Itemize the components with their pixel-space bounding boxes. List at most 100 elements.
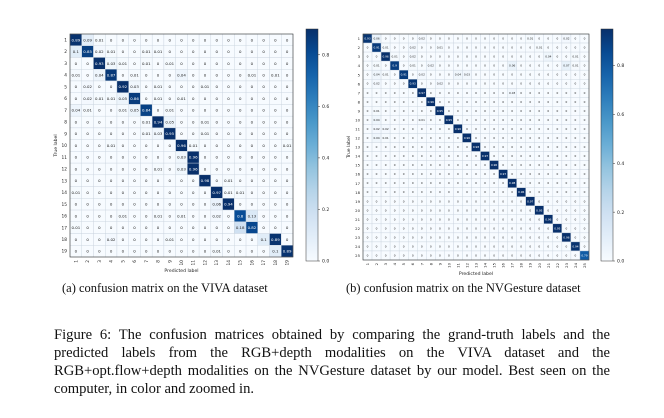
cell-value: 0: [421, 64, 423, 68]
cell-value: 0: [180, 119, 183, 124]
cell-value: 0: [286, 61, 289, 66]
cell-value: 0: [251, 49, 254, 54]
cell-value: 0: [475, 217, 477, 221]
cell-value: 0: [584, 91, 586, 95]
cell-value: 0: [475, 235, 477, 239]
cell-value: 0.04: [95, 72, 104, 77]
cell-value: 0: [110, 190, 113, 195]
cell-value: 0: [215, 155, 218, 160]
cell-value: 0.01: [72, 190, 81, 195]
cell-value: 0: [169, 155, 172, 160]
y-tick-label: 17: [62, 225, 68, 231]
y-tick-label: 15: [355, 163, 360, 168]
x-tick-label: 3: [97, 260, 103, 263]
cell-value: 0: [133, 202, 136, 207]
cell-value: 0: [75, 131, 78, 136]
cell-value: 0: [145, 202, 148, 207]
cell-value: 0: [520, 145, 522, 149]
cell-value: 0: [475, 154, 477, 158]
cell-value: 0: [493, 217, 495, 221]
cell-value: 0: [215, 119, 218, 124]
cell-value: 0.95: [536, 208, 542, 212]
cell-value: 0.96: [518, 190, 524, 194]
cell-value: 0.96: [464, 136, 470, 140]
cell-value: 0: [439, 100, 441, 104]
cell-value: 0: [286, 72, 289, 77]
cell-value: 0: [376, 208, 378, 212]
cell-value: 0: [192, 131, 195, 136]
cell-value: 0: [239, 49, 242, 54]
cell-value: 0.04: [373, 136, 379, 140]
cell-value: 0: [133, 37, 136, 42]
cell-value: 0: [538, 253, 540, 257]
cell-value: 0: [566, 118, 568, 122]
cell-value: 0: [227, 37, 230, 42]
cell-value: 0: [394, 244, 396, 248]
cell-value: 0: [520, 91, 522, 95]
cell-value: 0: [274, 96, 277, 101]
x-tick-label: 14: [226, 260, 232, 266]
cell-value: 0: [262, 178, 265, 183]
cell-value: 0: [376, 172, 378, 176]
y-tick-label: 8: [358, 99, 361, 104]
y-axis-label: True label: [346, 136, 352, 159]
cell-value: 0: [538, 172, 540, 176]
cell-value: 0: [367, 127, 369, 131]
cell-value: 0: [556, 172, 558, 176]
subcaption-viva: (a) confusion matrix on the VIVA dataset: [62, 281, 268, 295]
cell-value: 0.87: [107, 72, 116, 77]
viva-confusion-matrix: 0.89 0.09 0.01 0 0 0 0 0 0 0 0 0 0 0 0 0 0 0 00.1 0.85 0.02 0…: [53, 28, 329, 274]
cell-value: 0: [484, 208, 486, 212]
cell-value: 0: [520, 244, 522, 248]
cell-value: 0: [448, 136, 450, 140]
cell-value: 0.02: [428, 64, 434, 68]
y-tick-label: 24: [355, 244, 360, 249]
cell-value: 0: [376, 55, 378, 59]
cell-value: 0: [403, 46, 405, 50]
cell-value: 0.97: [482, 154, 488, 158]
cell-value: 0.01: [83, 108, 92, 113]
x-tick-label: 6: [132, 260, 138, 263]
cell-value: 0: [98, 178, 101, 183]
cell-value: 0: [466, 172, 468, 176]
colorbar-tick-label: 0.2: [617, 210, 624, 216]
cell-value: 0: [180, 225, 183, 230]
cell-value: 0.93: [410, 82, 416, 86]
cell-value: 0: [430, 199, 432, 203]
cell-value: 0: [122, 225, 125, 230]
cell-value: 0: [520, 235, 522, 239]
cell-value: 0: [475, 82, 477, 86]
cell-value: 0: [529, 244, 531, 248]
cell-value: 0: [448, 73, 450, 77]
cell-value: 0: [529, 154, 531, 158]
cell-value: 0: [421, 100, 423, 104]
cell-value: 0: [584, 190, 586, 194]
cell-value: 0: [575, 163, 577, 167]
cell-value: 0: [122, 119, 125, 124]
cell-value: 0: [584, 181, 586, 185]
cell-value: 0.03: [177, 166, 186, 171]
cell-value: 0: [547, 154, 549, 158]
cell-value: 0: [448, 100, 450, 104]
cell-value: 0: [227, 155, 230, 160]
y-tick-label: 15: [62, 202, 68, 208]
cell-value: 0: [421, 208, 423, 212]
y-tick-label: 3: [358, 54, 361, 59]
cell-value: 0: [192, 49, 195, 54]
cell-value: 0: [133, 143, 136, 148]
cell-value: 0.01: [118, 213, 127, 218]
cell-value: 0: [227, 119, 230, 124]
cell-value: 0: [556, 163, 558, 167]
cell-value: 0: [457, 100, 459, 104]
y-tick-label: 25: [355, 253, 360, 258]
cell-value: 0: [204, 249, 207, 254]
cell-value: 0: [251, 143, 254, 148]
cell-value: 0: [274, 84, 277, 89]
cell-value: 0: [421, 154, 423, 158]
cell-value: 0: [493, 190, 495, 194]
cell-value: 0: [448, 235, 450, 239]
cell-value: 0: [457, 82, 459, 86]
cell-value: 0.01: [373, 64, 379, 68]
y-tick-label: 18: [355, 190, 360, 195]
cell-value: 0: [192, 213, 195, 218]
